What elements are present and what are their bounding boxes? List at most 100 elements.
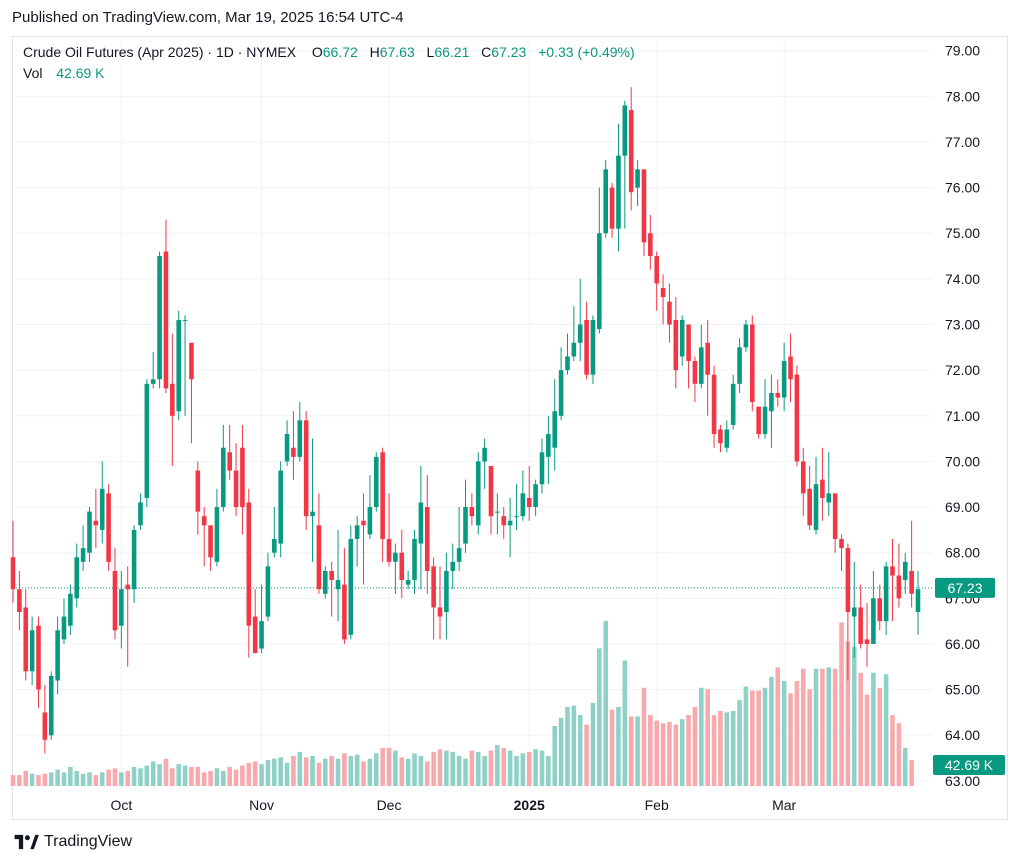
candle-body <box>705 342 710 375</box>
volume-bar <box>214 768 220 786</box>
candle-body <box>329 570 334 581</box>
candle-body <box>373 456 379 508</box>
candle-body <box>272 539 277 553</box>
volume-bar <box>316 762 322 786</box>
candle-body <box>533 484 538 508</box>
candle-body <box>195 470 201 512</box>
candle-body <box>284 434 290 462</box>
candle-body <box>673 319 679 371</box>
volume-bar <box>737 700 742 786</box>
candle-body <box>170 383 175 416</box>
volume-bar <box>265 760 271 786</box>
candle-body <box>902 561 908 581</box>
tradingview-brand[interactable]: TradingView <box>12 832 132 852</box>
x-tick-label: Nov <box>249 797 274 813</box>
volume-bar <box>571 705 577 786</box>
volume-bar <box>673 724 679 786</box>
candle-body <box>514 516 519 518</box>
volume-bar <box>342 753 347 786</box>
tradingview-logo-icon <box>14 834 39 850</box>
volume-bar <box>424 761 430 786</box>
volume-bar <box>303 757 309 786</box>
volume-bar <box>832 668 838 786</box>
candle-body <box>546 434 551 457</box>
candle-body <box>526 497 532 508</box>
volume-bar <box>488 750 494 786</box>
volume-bar <box>616 706 621 786</box>
volume-bar <box>750 690 755 786</box>
candle-body <box>871 598 876 644</box>
candle-body <box>858 607 863 644</box>
candle-body <box>316 525 322 590</box>
high-value: 67.63 <box>379 44 415 60</box>
volume-bar <box>157 764 162 786</box>
volume-bar <box>418 756 424 786</box>
candle-body <box>654 256 659 284</box>
candle-body <box>839 539 844 549</box>
volume-bar <box>800 668 806 786</box>
candle-body <box>176 319 181 412</box>
volume-bar <box>781 681 787 786</box>
volume-bar <box>890 715 895 786</box>
candle-body <box>367 507 373 535</box>
close-value: 67.23 <box>491 44 527 60</box>
low-value: 66.21 <box>434 44 470 60</box>
volume-bar <box>635 716 640 786</box>
candle-body <box>826 493 832 503</box>
candle-body <box>603 169 609 234</box>
volume-bar <box>456 756 462 786</box>
volume-bar <box>896 723 902 786</box>
volume-bar <box>373 753 379 786</box>
candle-body <box>577 324 583 343</box>
candle-body <box>820 479 825 498</box>
volume-bar <box>520 753 526 786</box>
candle-body <box>380 452 385 539</box>
volume-bar <box>794 681 800 786</box>
x-tick-label: Dec <box>377 797 402 813</box>
volume-bar <box>170 768 175 786</box>
volume-bar <box>399 757 405 786</box>
candle-body <box>475 461 481 526</box>
y-tick-label: 69.00 <box>945 499 980 515</box>
candle-body <box>469 507 475 517</box>
volume-bar <box>144 765 150 786</box>
volume-bar <box>310 756 315 786</box>
candle-body <box>48 675 54 736</box>
candle-body <box>335 580 341 590</box>
volume-bar <box>577 715 583 786</box>
volume-bar <box>526 751 532 786</box>
candle-body <box>138 502 143 526</box>
candle-body <box>915 589 921 613</box>
volume-bar <box>367 758 373 786</box>
volume-bar <box>724 712 730 786</box>
candle-body <box>125 584 131 590</box>
candle-body <box>303 420 309 517</box>
high-label: H <box>369 44 380 60</box>
candle-body <box>259 621 264 649</box>
volume-bar <box>641 687 647 786</box>
volume-bar <box>259 764 264 786</box>
candle-body <box>29 630 35 672</box>
volume-bar <box>48 772 54 786</box>
candle-body <box>361 520 366 526</box>
candle-body <box>189 342 194 380</box>
x-tick-label: Mar <box>772 797 796 813</box>
candle-body <box>418 502 424 544</box>
candle-body <box>635 169 640 188</box>
volume-bar <box>679 719 685 786</box>
volume-value: 42.69 K <box>56 65 105 81</box>
candle-body <box>641 169 647 243</box>
candle-body <box>233 470 239 508</box>
ohlc-legend: Crude Oil Futures (Apr 2025) · 1D · NYME… <box>23 44 635 60</box>
candle-body <box>864 639 870 644</box>
candle-body <box>558 370 564 416</box>
last-price-badge <box>935 577 995 598</box>
volume-bar <box>546 756 551 786</box>
symbol-title: Crude Oil Futures (Apr 2025) · 1D · NYME… <box>23 44 297 60</box>
candle-body <box>399 552 405 581</box>
x-tick-label: Feb <box>645 797 669 813</box>
candle-body <box>310 511 315 517</box>
candle-body <box>851 607 857 617</box>
volume-bar <box>61 772 67 786</box>
